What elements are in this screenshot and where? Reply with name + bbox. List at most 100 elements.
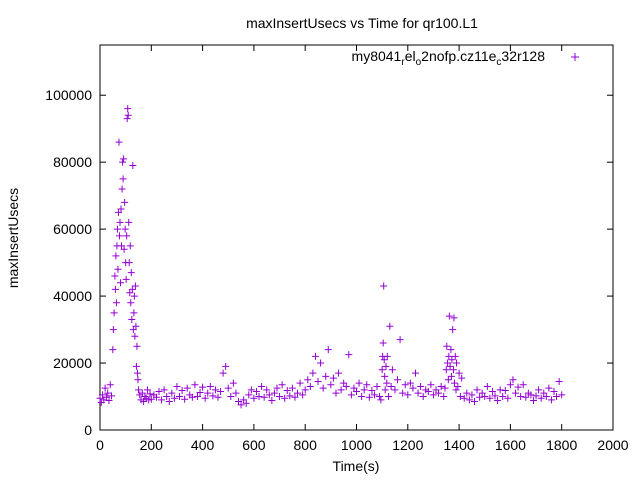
- data-point: [155, 388, 163, 395]
- data-point: [451, 352, 459, 360]
- data-point: [128, 316, 136, 324]
- data-point: [113, 225, 121, 233]
- data-point: [481, 393, 489, 401]
- data-point: [450, 379, 458, 387]
- data-point: [232, 389, 240, 397]
- x-axis-label: Time(s): [333, 458, 380, 474]
- legend: my8041relo2nofp.cz11ec32r128: [352, 48, 579, 68]
- legend-part-c-sub: c: [496, 57, 501, 68]
- data-point: [276, 393, 284, 401]
- data-point: [491, 392, 499, 400]
- x-tick-label: 2000: [597, 437, 628, 453]
- data-point: [214, 393, 222, 401]
- data-point: [488, 388, 496, 395]
- data-point: [130, 292, 138, 300]
- data-point: [263, 386, 271, 394]
- data-point: [446, 362, 454, 370]
- data-point: [435, 389, 443, 397]
- plot-frame: [99, 44, 614, 431]
- data-point: [288, 384, 296, 392]
- chart-title: maxInsertUsecs vs Time for qr100.L1: [246, 15, 478, 31]
- data-point: [391, 386, 399, 394]
- data-point: [123, 232, 131, 240]
- data-point: [381, 386, 389, 394]
- data-point: [324, 346, 332, 354]
- data-point: [532, 392, 540, 400]
- data-point: [440, 393, 448, 401]
- data-point: [360, 386, 368, 394]
- data-point: [127, 299, 135, 307]
- data-point: [123, 115, 131, 123]
- data-point: [134, 376, 142, 384]
- y-tick-label: 60000: [53, 221, 92, 237]
- data-point: [383, 379, 391, 387]
- data-point: [209, 392, 217, 400]
- data-point: [191, 381, 199, 389]
- data-point: [252, 388, 260, 395]
- data-point: [268, 397, 276, 405]
- data-point: [165, 398, 173, 406]
- data-point: [363, 381, 371, 389]
- data-point: [124, 105, 132, 113]
- data-point: [327, 381, 335, 389]
- data-point: [514, 383, 522, 391]
- data-point: [448, 356, 456, 364]
- data-point: [152, 393, 160, 401]
- data-point: [133, 342, 141, 350]
- legend-part-c: 2nofp.cz11e: [421, 48, 496, 64]
- x-tick-label: 200: [140, 437, 164, 453]
- data-point: [314, 377, 322, 385]
- data-point: [245, 391, 253, 399]
- data-point: [383, 352, 391, 360]
- data-point: [483, 382, 491, 390]
- data-point: [535, 386, 543, 394]
- data-point: [445, 352, 453, 360]
- data-point: [355, 379, 363, 387]
- data-point: [118, 185, 126, 193]
- data-point: [125, 259, 133, 267]
- data-point: [250, 394, 258, 402]
- data-point: [452, 386, 460, 394]
- data-point: [455, 369, 463, 377]
- data-point: [447, 372, 455, 380]
- data-point: [229, 379, 237, 387]
- data-point: [117, 279, 125, 287]
- x-tick-label: 800: [294, 437, 318, 453]
- data-point: [454, 382, 462, 390]
- data-point: [453, 359, 461, 367]
- data-point: [345, 351, 353, 359]
- data-point: [281, 394, 289, 402]
- data-point: [131, 282, 139, 290]
- data-point: [519, 381, 527, 389]
- data-point: [332, 389, 340, 397]
- data-point: [445, 312, 453, 320]
- data-point: [419, 393, 427, 401]
- data-point: [377, 396, 385, 404]
- data-point: [132, 322, 140, 330]
- legend-marker: [571, 53, 579, 61]
- data-point: [429, 391, 437, 399]
- data-point: [121, 198, 129, 206]
- x-axis-ticks: 0 200 400 600 800 1000 1200 1400 1600 1800 2000: [96, 45, 629, 453]
- data-point: [550, 388, 558, 395]
- data-point: [125, 218, 133, 226]
- legend-series-label: my8041relo2nofp.cz11ec32r128: [352, 48, 546, 68]
- data-point: [130, 309, 138, 317]
- data-point: [120, 155, 128, 163]
- legend-part-b-sub: o: [416, 57, 422, 68]
- data-point: [170, 394, 178, 402]
- data-point: [131, 332, 139, 340]
- data-point: [124, 111, 132, 119]
- data-point: [496, 386, 504, 394]
- data-point: [199, 383, 207, 391]
- data-point: [115, 232, 123, 240]
- data-point: [317, 359, 325, 367]
- x-tick-label: 1800: [546, 437, 577, 453]
- data-point: [109, 326, 117, 334]
- data-point: [270, 389, 278, 397]
- data-point: [247, 386, 255, 394]
- data-point: [529, 397, 537, 405]
- data-point: [193, 393, 201, 401]
- data-point: [463, 389, 471, 397]
